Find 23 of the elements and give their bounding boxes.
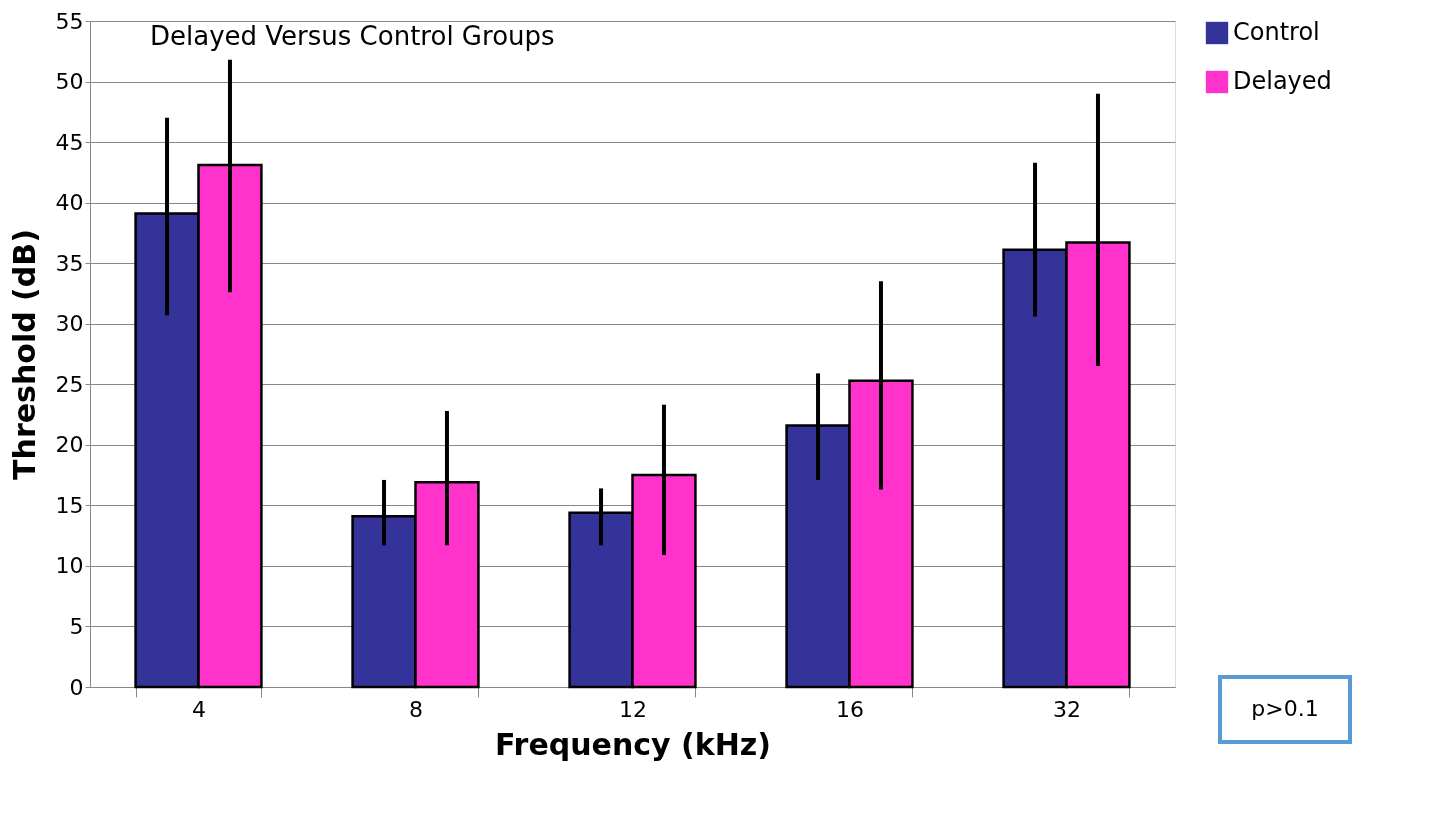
y-axis-title: Threshold (dB): [6, 229, 42, 480]
legend-label: Control: [1233, 18, 1320, 46]
y-tick-label: 25: [55, 371, 84, 397]
y-tick-label: 40: [55, 190, 84, 216]
y-tick-label: 0: [69, 674, 84, 700]
x-tick-label: 32: [1053, 696, 1081, 722]
x-tick-label: 16: [836, 696, 864, 722]
text: p>0.1: [1251, 696, 1319, 721]
y-tick-label: 35: [55, 250, 84, 276]
y-tick-label: 30: [55, 311, 84, 337]
y-tick-label: 45: [55, 129, 84, 155]
x-axis-title: Frequency (kHz): [495, 726, 771, 762]
y-tick-label: 50: [55, 69, 84, 95]
y-tick-label: 55: [55, 8, 84, 34]
y-tick-label: 10: [55, 553, 84, 579]
y-tick-label: 15: [55, 492, 84, 518]
y-tick-label: 5: [69, 613, 84, 639]
chart-title: Delayed Versus Control Groups: [150, 21, 555, 51]
legend-label: Delayed: [1233, 67, 1332, 95]
x-tick-label: 12: [619, 696, 647, 722]
y-tick-label: 20: [55, 432, 84, 458]
x-tick-label: 8: [409, 696, 423, 722]
x-tick-label: 4: [192, 696, 206, 722]
